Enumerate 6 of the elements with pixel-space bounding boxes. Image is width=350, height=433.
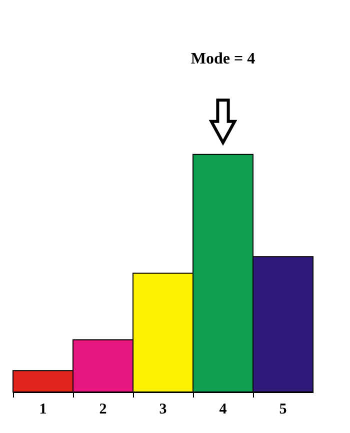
text: Mode = 4 [190,50,256,68]
x-tick-label: 5 [279,402,287,418]
x-tick-label: 1 [39,402,47,418]
x-tick-label: 3 [159,402,167,418]
x-tick-label: 2 [99,402,107,418]
x-tick-label: 4 [219,402,228,418]
